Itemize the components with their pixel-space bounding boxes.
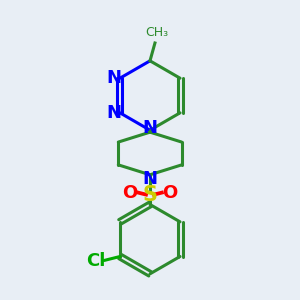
Text: N: N: [142, 170, 158, 188]
Text: N: N: [142, 119, 158, 137]
Text: CH₃: CH₃: [146, 26, 169, 39]
Text: N: N: [106, 104, 122, 122]
Text: Cl: Cl: [86, 253, 106, 271]
Text: O: O: [123, 184, 138, 202]
Text: S: S: [142, 184, 158, 205]
Text: N: N: [106, 69, 122, 87]
Text: O: O: [162, 184, 177, 202]
